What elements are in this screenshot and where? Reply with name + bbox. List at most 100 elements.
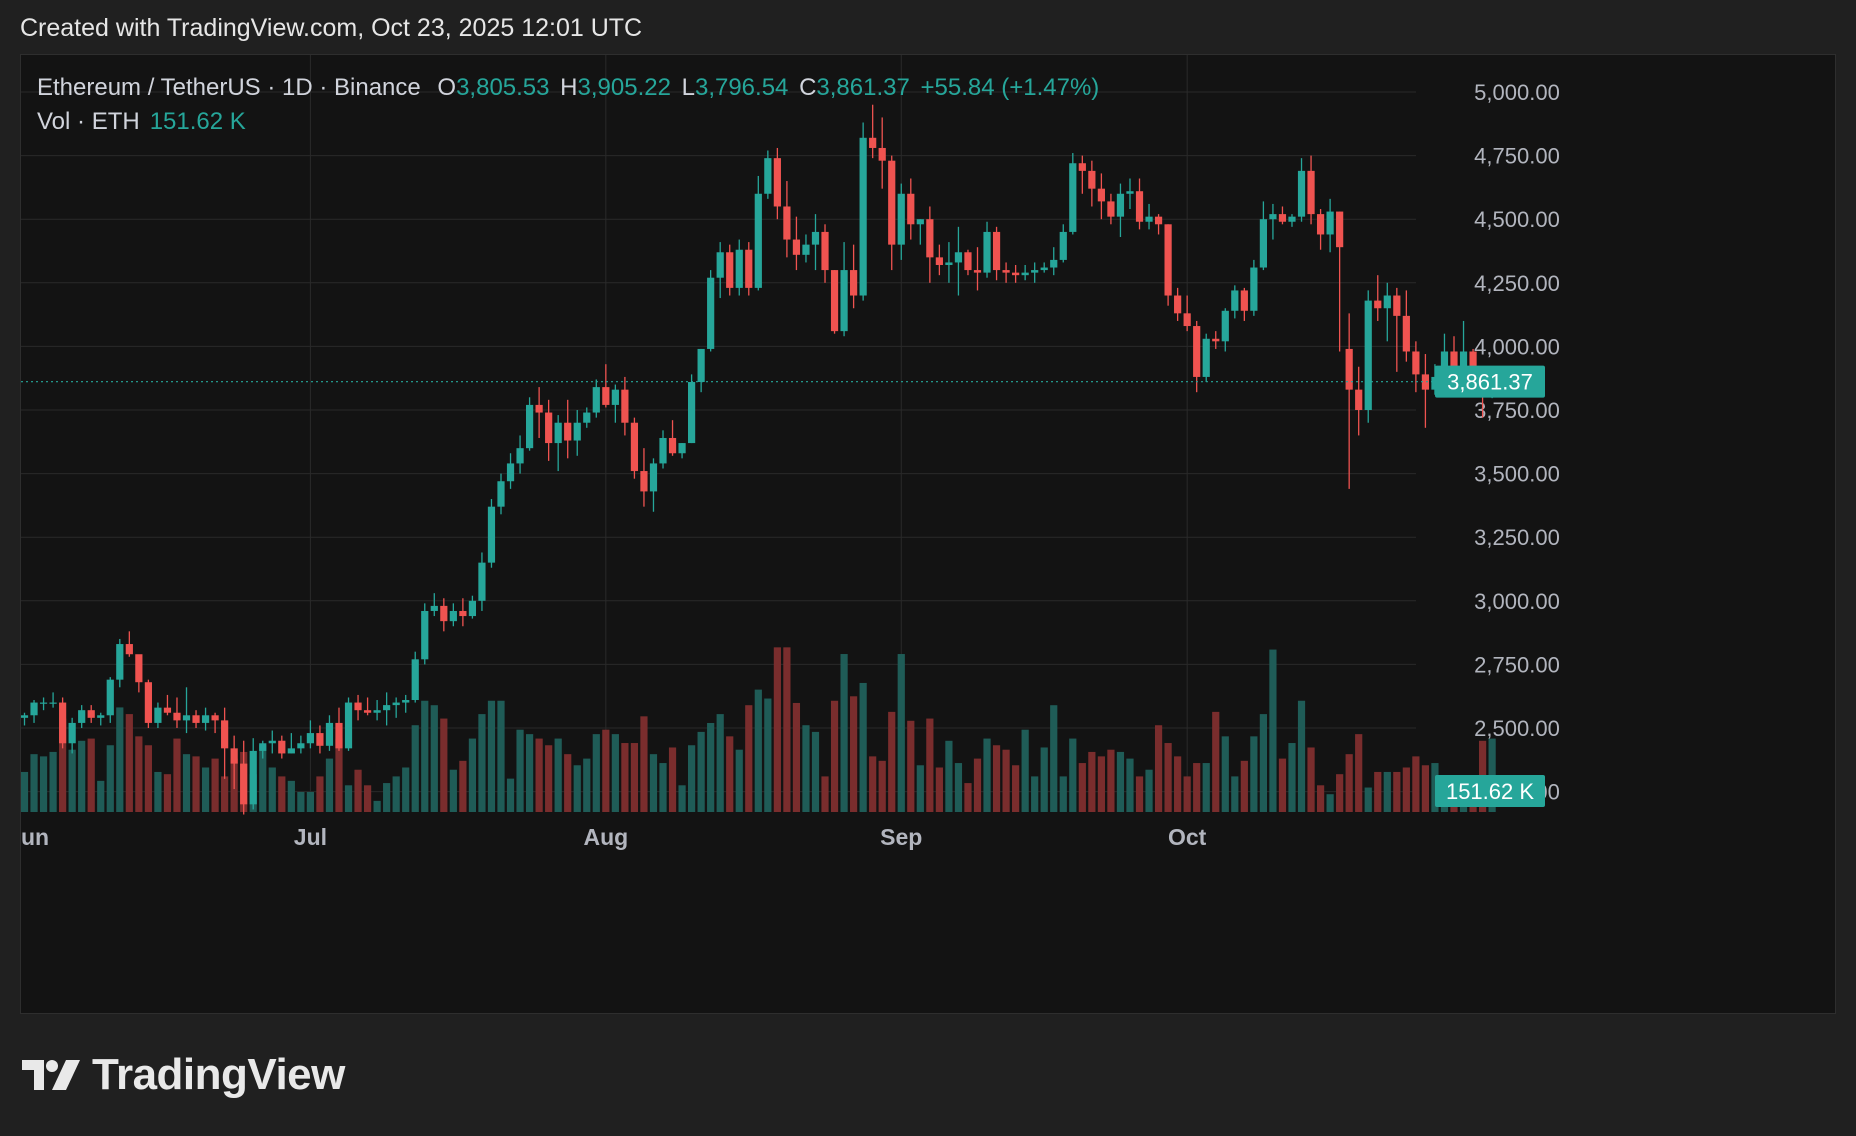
- candle-body[interactable]: [1050, 259, 1058, 268]
- candle-body[interactable]: [383, 705, 391, 711]
- candle-body[interactable]: [21, 715, 29, 718]
- candle-body[interactable]: [468, 600, 477, 617]
- candle-body[interactable]: [49, 702, 57, 704]
- candle-body[interactable]: [1288, 216, 1296, 222]
- candle-body[interactable]: [68, 722, 76, 744]
- candle-body[interactable]: [630, 422, 639, 472]
- candle-body[interactable]: [1212, 338, 1220, 342]
- candle-body[interactable]: [1059, 231, 1067, 260]
- candle-body[interactable]: [144, 682, 152, 723]
- candle-body[interactable]: [735, 249, 743, 288]
- candle-body[interactable]: [573, 422, 581, 441]
- candle-body[interactable]: [897, 193, 905, 245]
- candle-body[interactable]: [430, 605, 438, 611]
- candle-body[interactable]: [192, 715, 200, 723]
- candle-body[interactable]: [535, 404, 543, 413]
- candle-body[interactable]: [1078, 163, 1086, 171]
- candle-body[interactable]: [802, 244, 810, 255]
- candle-body[interactable]: [1021, 272, 1029, 276]
- candle-body[interactable]: [621, 389, 629, 423]
- candle-body[interactable]: [869, 137, 877, 148]
- candle-body[interactable]: [1174, 295, 1182, 314]
- candle-body[interactable]: [583, 412, 591, 423]
- candle-body[interactable]: [878, 147, 886, 161]
- candle-body[interactable]: [1145, 216, 1153, 222]
- chart-panel[interactable]: 5,000.00 4,750.00 4,500.00 4,250.00 4,000.00…: [20, 54, 1836, 1014]
- candle-body[interactable]: [497, 481, 505, 507]
- candle-body[interactable]: [106, 679, 114, 716]
- candle-body[interactable]: [1126, 191, 1134, 194]
- candle-body[interactable]: [1012, 272, 1020, 276]
- candle-body[interactable]: [859, 137, 867, 296]
- candle-body[interactable]: [182, 715, 191, 721]
- candle-body[interactable]: [373, 710, 381, 713]
- candle-body[interactable]: [964, 252, 972, 271]
- candle-body[interactable]: [850, 270, 858, 296]
- candle-body[interactable]: [344, 702, 353, 749]
- candle-body[interactable]: [1412, 351, 1420, 375]
- candle-body[interactable]: [1297, 170, 1306, 217]
- candle-body[interactable]: [764, 158, 772, 194]
- candle-body[interactable]: [1069, 163, 1077, 232]
- candle-body[interactable]: [1097, 188, 1105, 202]
- candle-body[interactable]: [602, 387, 610, 405]
- candle-body[interactable]: [459, 610, 467, 617]
- tradingview-logo[interactable]: TradingView: [22, 1050, 345, 1100]
- candle-body[interactable]: [487, 506, 496, 563]
- candle-body[interactable]: [449, 610, 457, 622]
- candle-body[interactable]: [363, 710, 372, 713]
- candle-body[interactable]: [697, 348, 705, 383]
- candle-body[interactable]: [1450, 351, 1458, 380]
- candle-body[interactable]: [773, 158, 781, 207]
- candle-body[interactable]: [211, 715, 219, 721]
- candle-body[interactable]: [792, 239, 801, 255]
- candle-body[interactable]: [268, 740, 276, 744]
- candle-body[interactable]: [59, 702, 67, 744]
- candle-body[interactable]: [201, 715, 210, 723]
- candle-body[interactable]: [221, 720, 229, 749]
- candle-body[interactable]: [411, 659, 419, 701]
- candle-body[interactable]: [1469, 351, 1477, 377]
- candle-body[interactable]: [78, 710, 86, 723]
- candle-body[interactable]: [230, 748, 238, 764]
- candle-body[interactable]: [678, 443, 686, 454]
- candle-body[interactable]: [287, 748, 295, 754]
- candle-body[interactable]: [259, 743, 267, 751]
- candle-body[interactable]: [1002, 270, 1010, 273]
- candle-body[interactable]: [1031, 270, 1039, 273]
- candle-body[interactable]: [392, 702, 400, 706]
- candle-body[interactable]: [564, 422, 572, 441]
- candle-body[interactable]: [668, 437, 677, 454]
- candle-body[interactable]: [30, 702, 38, 716]
- candle-body[interactable]: [1326, 211, 1334, 235]
- candle-body[interactable]: [545, 412, 553, 444]
- candle-body[interactable]: [1355, 389, 1363, 410]
- candle-body[interactable]: [888, 160, 896, 245]
- candle-body[interactable]: [87, 710, 95, 718]
- candle-body[interactable]: [1040, 267, 1048, 271]
- candle-body[interactable]: [1364, 300, 1372, 410]
- candle-body[interactable]: [1116, 193, 1125, 217]
- candle-body[interactable]: [163, 707, 172, 713]
- candle-body[interactable]: [1154, 216, 1163, 225]
- candle-body[interactable]: [402, 700, 410, 703]
- candle-body[interactable]: [440, 605, 448, 622]
- candle-body[interactable]: [525, 404, 534, 449]
- candle-body[interactable]: [1440, 351, 1449, 377]
- candle-body[interactable]: [1336, 211, 1344, 248]
- candle-body[interactable]: [754, 193, 762, 288]
- candle-body[interactable]: [716, 252, 724, 278]
- candle-body[interactable]: [1193, 326, 1201, 377]
- candle-body[interactable]: [1221, 310, 1229, 342]
- candle-body[interactable]: [1269, 214, 1277, 220]
- candle-body[interactable]: [506, 463, 515, 482]
- candle-body[interactable]: [97, 715, 105, 718]
- candle-body[interactable]: [945, 262, 953, 265]
- price-chart[interactable]: 5,000.00 4,750.00 4,500.00 4,250.00 4,000.00…: [21, 55, 1837, 1015]
- candle-body[interactable]: [592, 387, 600, 413]
- candle-body[interactable]: [516, 448, 524, 464]
- candle-body[interactable]: [688, 382, 696, 444]
- candle-body[interactable]: [811, 231, 820, 245]
- candle-body[interactable]: [983, 231, 991, 273]
- candle-body[interactable]: [1459, 351, 1468, 380]
